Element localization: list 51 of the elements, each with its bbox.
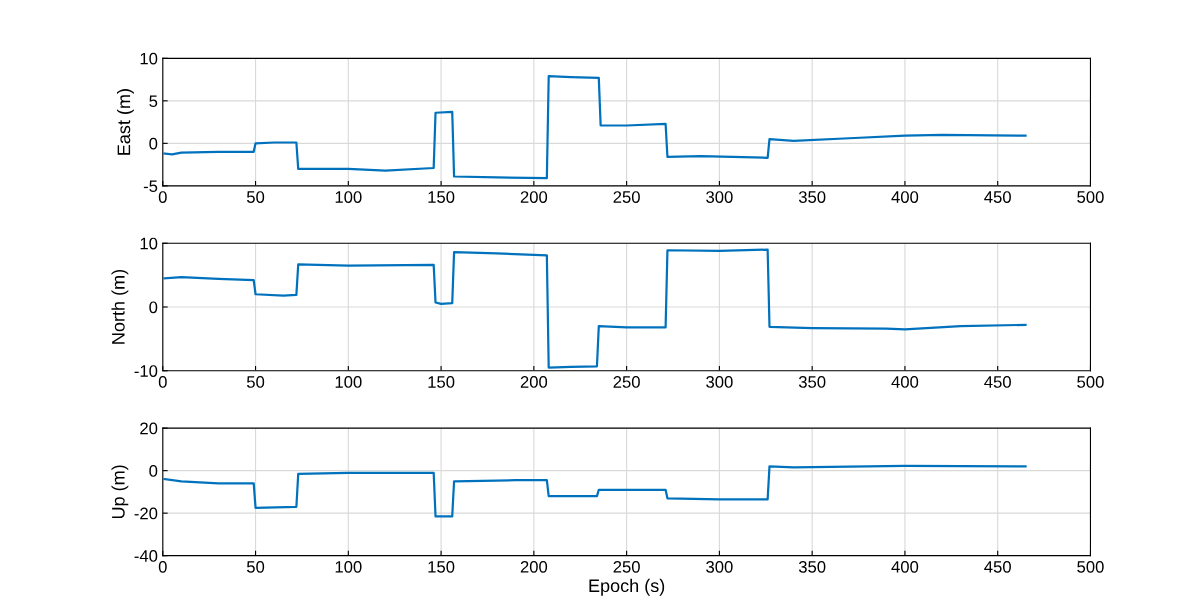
x-tick-label: 250	[613, 376, 640, 388]
line-series	[163, 248, 1027, 369]
x-tick-label: 250	[613, 191, 640, 203]
x-tick-label: 200	[520, 560, 548, 573]
x-tick-label: 500	[1077, 376, 1104, 388]
x-tick-label: 450	[984, 191, 1011, 203]
y-tick-label: 0	[149, 301, 158, 314]
y-axis-title: East (m)	[117, 89, 134, 155]
x-tick-label: 450	[984, 560, 1011, 573]
x-tick-label: 150	[428, 560, 455, 573]
x-tick-label: 300	[706, 191, 733, 203]
x-tick-label: 500	[1077, 560, 1104, 573]
x-tick-label: 0	[158, 376, 167, 388]
y-tick-label: -20	[134, 507, 158, 520]
y-tick-label: 20	[140, 422, 158, 435]
x-tick-label: 300	[706, 376, 733, 388]
x-tick-label: 0	[158, 560, 167, 573]
y-axis-title: North (m)	[111, 270, 129, 344]
x-tick-label: 100	[335, 560, 362, 573]
x-axis-title: Epoch (s)	[589, 578, 665, 596]
x-tick-label: 150	[428, 376, 455, 388]
x-tick-label: 450	[984, 376, 1011, 388]
x-tick-label: 500	[1077, 191, 1104, 203]
x-tick-label: 100	[335, 191, 362, 203]
x-tick-label: 400	[891, 376, 919, 388]
y-tick-label: -40	[134, 550, 158, 562]
x-tick-label: 50	[246, 376, 265, 388]
x-tick-label: 300	[706, 560, 733, 573]
y-tick-label: 5	[149, 95, 158, 108]
y-tick-label: 0	[149, 465, 158, 477]
x-tick-label: 200	[520, 191, 548, 203]
y-tick-label: -10	[134, 365, 158, 377]
x-tick-label: 200	[520, 376, 548, 388]
x-tick-label: 100	[335, 376, 362, 388]
y-tick-label: 10	[140, 52, 158, 65]
x-tick-label: 150	[428, 191, 455, 203]
y-tick-label: 10	[140, 237, 158, 250]
x-tick-label: 350	[798, 191, 826, 203]
x-tick-label: 400	[891, 560, 919, 573]
y-tick-label: 0	[149, 137, 158, 150]
x-tick-label: 0	[158, 191, 167, 203]
x-tick-label: 50	[246, 191, 265, 203]
x-tick-label: 250	[613, 560, 640, 573]
y-tick-label: -5	[143, 180, 158, 193]
y-axis-title: Up (m)	[111, 465, 129, 519]
line-series	[163, 75, 1027, 180]
x-tick-label: 50	[246, 560, 265, 573]
x-tick-label: 350	[798, 560, 826, 573]
line-series	[163, 464, 1027, 518]
x-tick-label: 350	[798, 376, 826, 388]
x-tick-label: 400	[891, 191, 919, 203]
